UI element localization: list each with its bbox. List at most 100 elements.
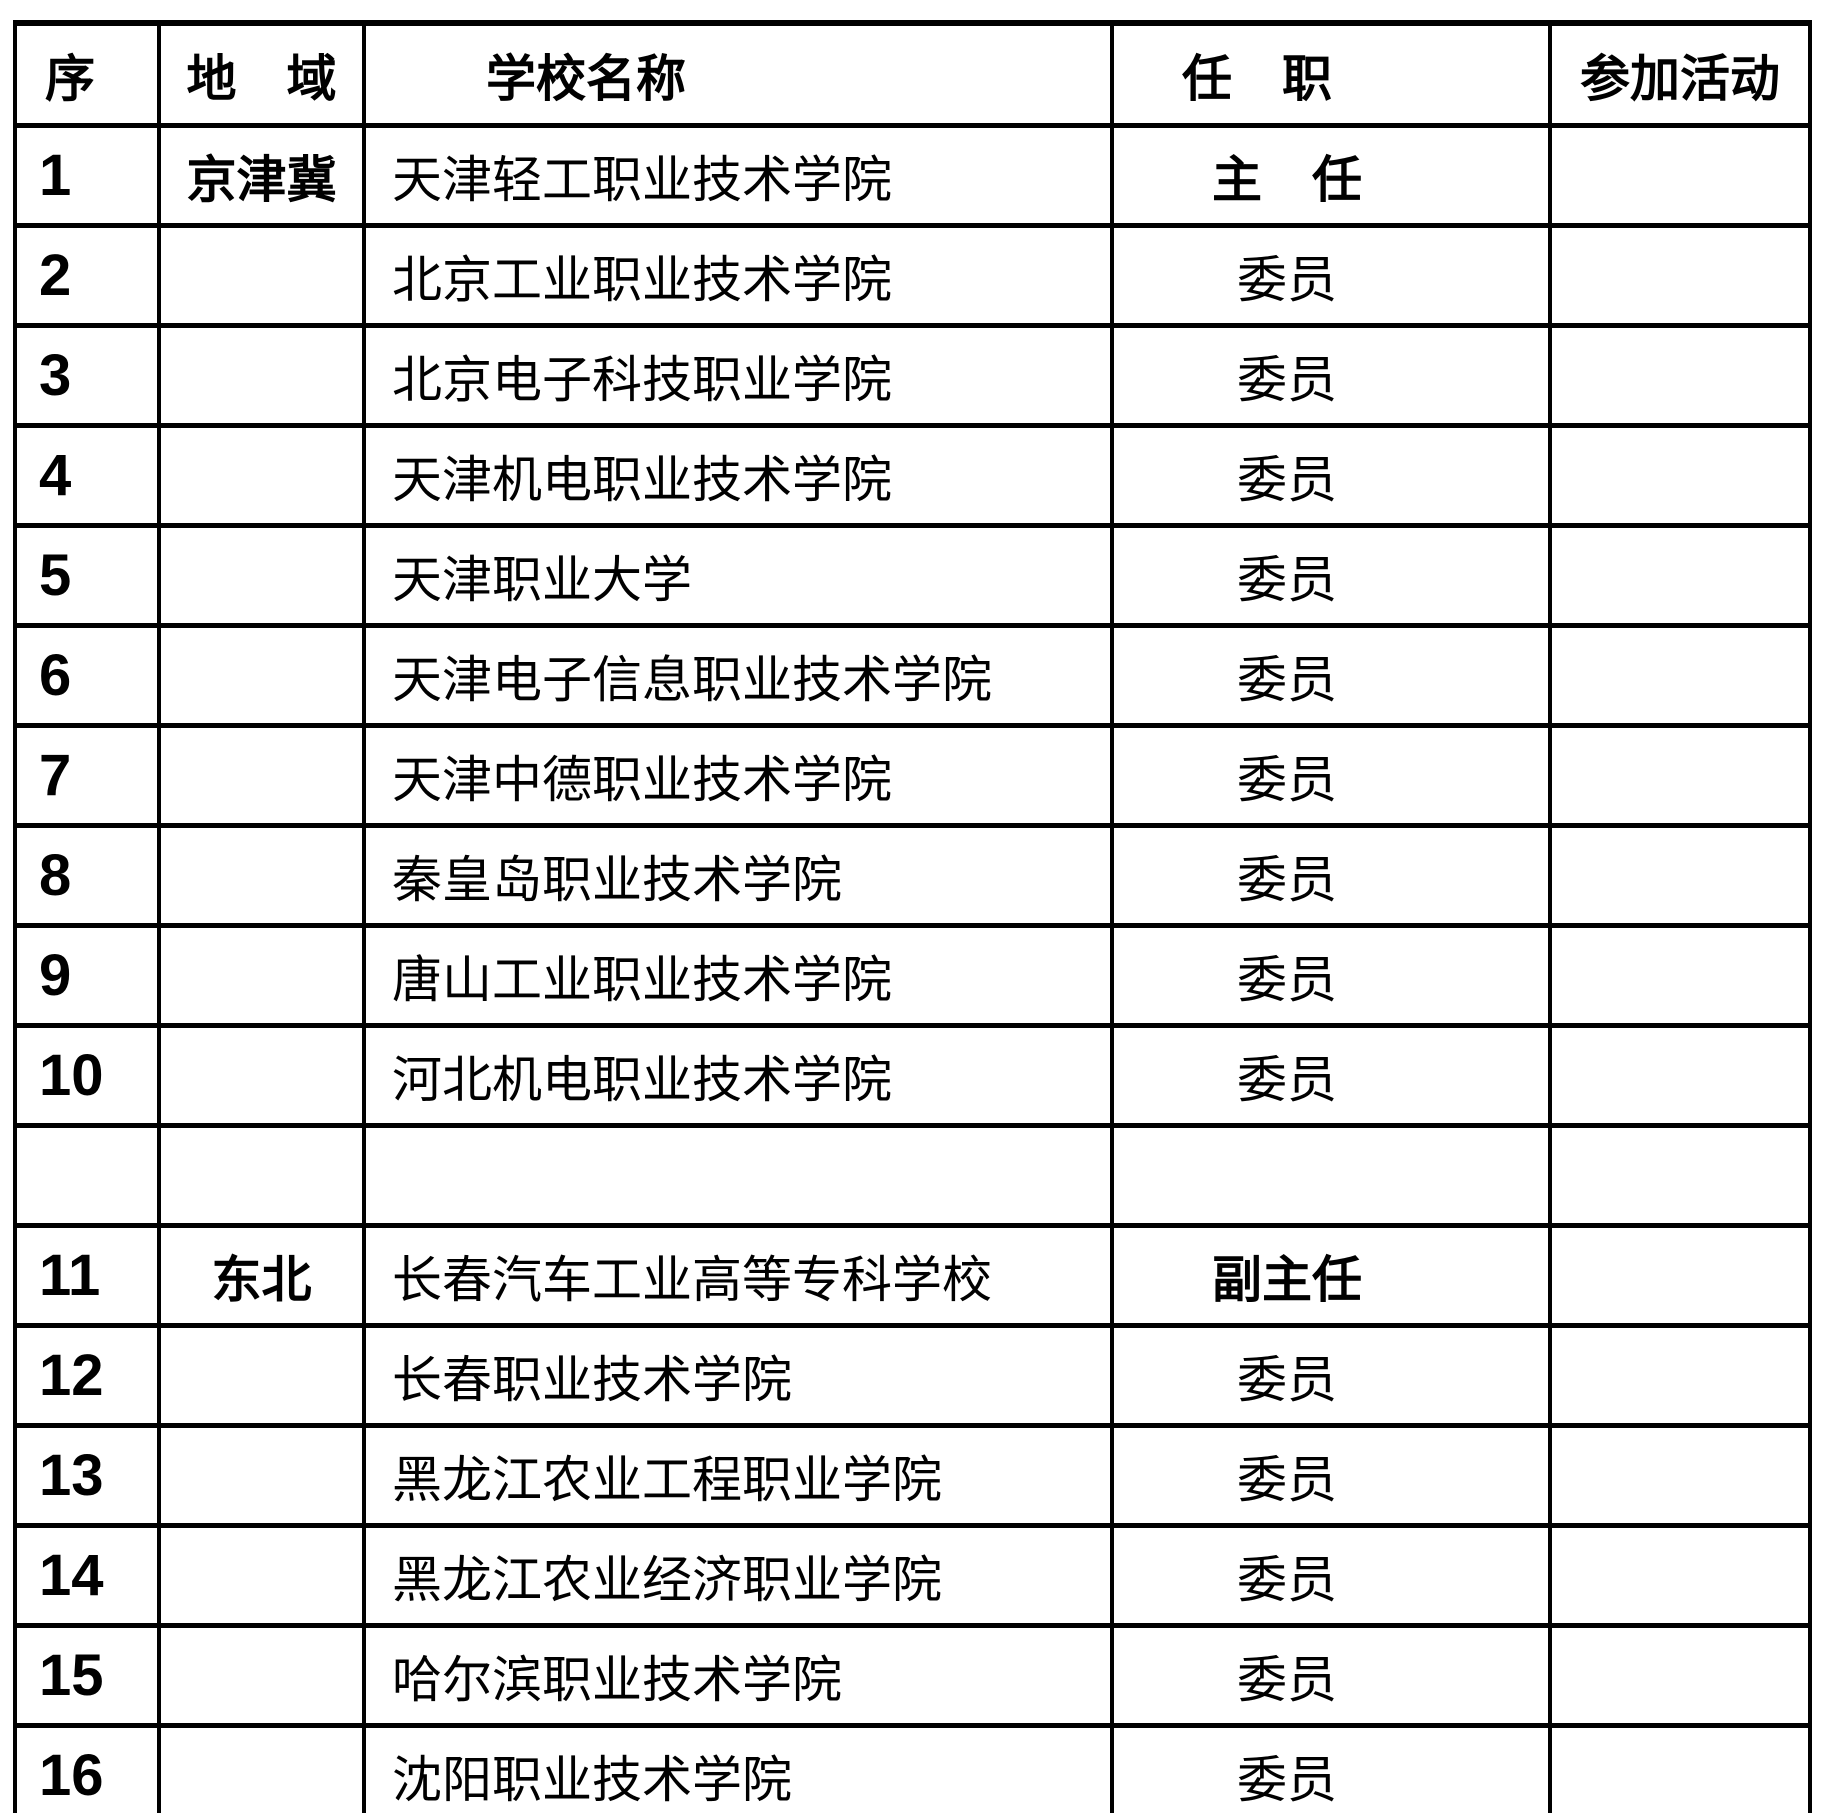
seq-cell: 9 (13, 923, 161, 1028)
position-cell: 委员 (1110, 323, 1552, 428)
school-name-cell: 天津机电职业技术学院 (362, 423, 1114, 528)
region-cell (157, 623, 366, 728)
position-cell: 委员 (1110, 1423, 1552, 1528)
school-name-cell: 黑龙江农业工程职业学院 (362, 1423, 1114, 1528)
school-name-cell: 唐山工业职业技术学院 (362, 923, 1114, 1028)
activity-cell (1548, 923, 1812, 1028)
region-cell (157, 1623, 366, 1728)
seq-cell: 2 (13, 223, 161, 328)
table-row: 2 北京工业职业技术学院 委员 (13, 223, 1812, 328)
seq-cell: 3 (13, 323, 161, 428)
region-cell (157, 723, 366, 828)
position-cell: 委员 (1110, 223, 1552, 328)
table-header-row: 序 地 域 学校名称 任 职 参加活动 (13, 20, 1812, 128)
position-cell: 委员 (1110, 623, 1552, 728)
header-activity: 参加活动 (1548, 20, 1812, 128)
position-cell: 委员 (1110, 523, 1552, 628)
region-cell (157, 1723, 366, 1813)
activity-cell (1548, 323, 1812, 428)
table-row: 11 东北 长春汽车工业高等专科学校 副主任 (13, 1223, 1812, 1328)
activity-cell (1548, 1723, 1812, 1813)
activity-cell (1548, 1123, 1812, 1228)
table-row: 16 沈阳职业技术学院 委员 (13, 1723, 1812, 1813)
committee-table: 序 地 域 学校名称 任 职 参加活动 1 京津冀 天津轻工职业技术学院主 任 2 北京… (13, 20, 1812, 1813)
region-cell: 东北 (157, 1223, 366, 1328)
seq-cell: 8 (13, 823, 161, 928)
seq-cell: 7 (13, 723, 161, 828)
activity-cell (1548, 1023, 1812, 1128)
activity-cell (1548, 723, 1812, 828)
header-region: 地 域 (157, 20, 366, 128)
region-cell (157, 1323, 366, 1428)
activity-cell (1548, 223, 1812, 328)
seq-cell: 15 (13, 1623, 161, 1728)
school-name-cell: 长春职业技术学院 (362, 1323, 1114, 1428)
school-name-cell: 北京工业职业技术学院 (362, 223, 1114, 328)
position-cell: 委员 (1110, 1723, 1552, 1813)
position-cell: 委员 (1110, 1023, 1552, 1128)
activity-cell (1548, 1623, 1812, 1728)
activity-cell (1548, 423, 1812, 528)
seq-cell: 16 (13, 1723, 161, 1813)
region-cell (157, 1123, 366, 1228)
school-name-cell: 长春汽车工业高等专科学校 (362, 1223, 1114, 1328)
table-row: 7 天津中德职业技术学院 委员 (13, 723, 1812, 828)
school-name-cell: 天津中德职业技术学院 (362, 723, 1114, 828)
seq-cell: 12 (13, 1323, 161, 1428)
school-name-cell: 哈尔滨职业技术学院 (362, 1623, 1114, 1728)
seq-cell: 10 (13, 1023, 161, 1128)
header-school-name: 学校名称 (362, 20, 1114, 128)
header-position: 任 职 (1110, 20, 1552, 128)
region-cell (157, 423, 366, 528)
activity-cell (1548, 623, 1812, 728)
school-name-cell: 北京电子科技职业学院 (362, 323, 1114, 428)
school-name-cell: 河北机电职业技术学院 (362, 1023, 1114, 1128)
region-cell (157, 223, 366, 328)
table-row: 12 长春职业技术学院 委员 (13, 1323, 1812, 1428)
position-cell: 委员 (1110, 723, 1552, 828)
region-cell (157, 1423, 366, 1528)
position-cell: 副主任 (1110, 1223, 1552, 1328)
table-row: 4 天津机电职业技术学院 委员 (13, 423, 1812, 528)
school-name-cell: 天津轻工职业技术学院 (362, 123, 1114, 228)
table-row (13, 1123, 1812, 1228)
region-cell (157, 923, 366, 1028)
activity-cell (1548, 523, 1812, 628)
school-name-cell: 秦皇岛职业技术学院 (362, 823, 1114, 928)
region-cell (157, 323, 366, 428)
school-name-cell: 黑龙江农业经济职业学院 (362, 1523, 1114, 1628)
table-row: 13 黑龙江农业工程职业学院 委员 (13, 1423, 1812, 1528)
table-row: 3 北京电子科技职业学院 委员 (13, 323, 1812, 428)
seq-cell: 4 (13, 423, 161, 528)
seq-cell: 13 (13, 1423, 161, 1528)
table-row: 14 黑龙江农业经济职业学院 委员 (13, 1523, 1812, 1628)
school-name-cell: 沈阳职业技术学院 (362, 1723, 1114, 1813)
region-cell (157, 523, 366, 628)
region-cell (157, 1523, 366, 1628)
seq-cell: 1 (13, 123, 161, 228)
activity-cell (1548, 123, 1812, 228)
position-cell: 委员 (1110, 1623, 1552, 1728)
seq-cell: 6 (13, 623, 161, 728)
activity-cell (1548, 1523, 1812, 1628)
seq-cell: 5 (13, 523, 161, 628)
header-seq: 序 (13, 20, 161, 128)
seq-cell (13, 1123, 161, 1228)
school-name-cell: 天津电子信息职业技术学院 (362, 623, 1114, 728)
activity-cell (1548, 1323, 1812, 1428)
position-cell: 委员 (1110, 423, 1552, 528)
region-cell (157, 823, 366, 928)
activity-cell (1548, 1223, 1812, 1328)
position-cell: 委员 (1110, 1323, 1552, 1428)
school-name-cell: 天津职业大学 (362, 523, 1114, 628)
table-body: 1 京津冀 天津轻工职业技术学院主 任 2 北京工业职业技术学院 委员 3 北京电子科技职业学… (13, 123, 1812, 1813)
table-row: 9 唐山工业职业技术学院 委员 (13, 923, 1812, 1028)
position-cell (1110, 1123, 1552, 1228)
position-cell: 主 任 (1110, 123, 1552, 228)
seq-cell: 14 (13, 1523, 161, 1628)
table-row: 5 天津职业大学 委员 (13, 523, 1812, 628)
table-header: 序 地 域 学校名称 任 职 参加活动 (13, 20, 1812, 128)
region-cell: 京津冀 (157, 123, 366, 228)
table-row: 10 河北机电职业技术学院 委员 (13, 1023, 1812, 1128)
